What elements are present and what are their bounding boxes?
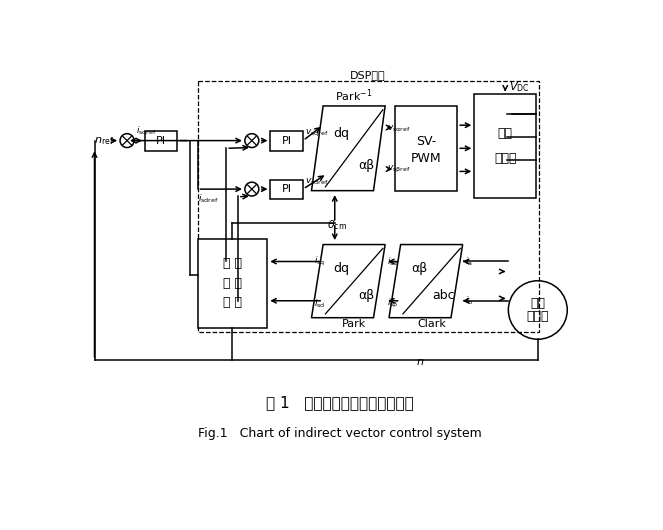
Text: Park$^{-1}$: Park$^{-1}$: [335, 88, 373, 104]
Text: DSP处理: DSP处理: [350, 70, 386, 80]
Text: Clark: Clark: [417, 319, 446, 329]
Bar: [271, 131, 303, 151]
Text: Park: Park: [342, 319, 366, 329]
Text: $v_{\rm sdref}$: $v_{\rm sdref}$: [305, 176, 329, 187]
Text: PWM: PWM: [411, 152, 442, 165]
Text: abc: abc: [433, 289, 455, 302]
Text: $n$: $n$: [416, 357, 424, 367]
Text: αβ: αβ: [359, 159, 375, 172]
Polygon shape: [389, 244, 463, 317]
Text: 逆变器: 逆变器: [494, 152, 516, 165]
Text: $i_{\rm sdref}$: $i_{\rm sdref}$: [198, 192, 218, 205]
Polygon shape: [312, 244, 385, 317]
Text: $n_{\rm ref}$: $n_{\rm ref}$: [95, 135, 115, 146]
Text: dq: dq: [333, 262, 349, 275]
Text: PI: PI: [156, 136, 166, 146]
Text: $v_{\rm s\alpha ref}$: $v_{\rm s\alpha ref}$: [387, 124, 410, 134]
Text: $i_{\rm s\beta}$: $i_{\rm s\beta}$: [387, 297, 399, 311]
Text: dq: dq: [333, 127, 349, 140]
Text: 电 流: 电 流: [223, 258, 242, 270]
Text: PI: PI: [282, 136, 292, 146]
Text: 电动机: 电动机: [526, 311, 549, 323]
Text: $i_{\rm sq}$: $i_{\rm sq}$: [314, 255, 325, 268]
Text: 图 1   间接矢量控制系统结构框图: 图 1 间接矢量控制系统结构框图: [266, 395, 414, 410]
Text: αβ: αβ: [359, 289, 375, 302]
Text: 三相: 三相: [498, 127, 512, 140]
Text: 异步: 异步: [530, 297, 545, 311]
Text: $i_{\rm a}$: $i_{\rm a}$: [465, 255, 473, 268]
Text: $i_{\rm sd}$: $i_{\rm sd}$: [314, 297, 325, 310]
Text: $i_{\rm s\alpha}$: $i_{\rm s\alpha}$: [387, 255, 399, 268]
Polygon shape: [312, 106, 385, 191]
Bar: [198, 81, 538, 332]
Text: PI: PI: [282, 184, 292, 195]
Bar: [474, 94, 536, 198]
Text: $v_{\rm sqref}$: $v_{\rm sqref}$: [305, 128, 329, 139]
Text: $\theta_{\rm cm}$: $\theta_{\rm cm}$: [327, 218, 347, 232]
Bar: [198, 239, 267, 328]
Bar: [145, 131, 178, 151]
Text: $V_{\rm DC}$: $V_{\rm DC}$: [509, 81, 530, 94]
Text: $i_{\rm sqref}$: $i_{\rm sqref}$: [135, 125, 156, 138]
Text: αβ: αβ: [411, 262, 428, 275]
Text: 模 型: 模 型: [223, 296, 242, 310]
Text: Fig.1   Chart of indirect vector control system: Fig.1 Chart of indirect vector control s…: [198, 427, 481, 440]
Text: $i_{\rm b}$: $i_{\rm b}$: [465, 295, 473, 307]
Text: SV-: SV-: [416, 135, 436, 148]
Text: 计 算: 计 算: [223, 277, 242, 290]
Bar: [395, 106, 457, 191]
Text: $v_{\rm s\beta ref}$: $v_{\rm s\beta ref}$: [387, 164, 410, 175]
Bar: [271, 180, 303, 199]
